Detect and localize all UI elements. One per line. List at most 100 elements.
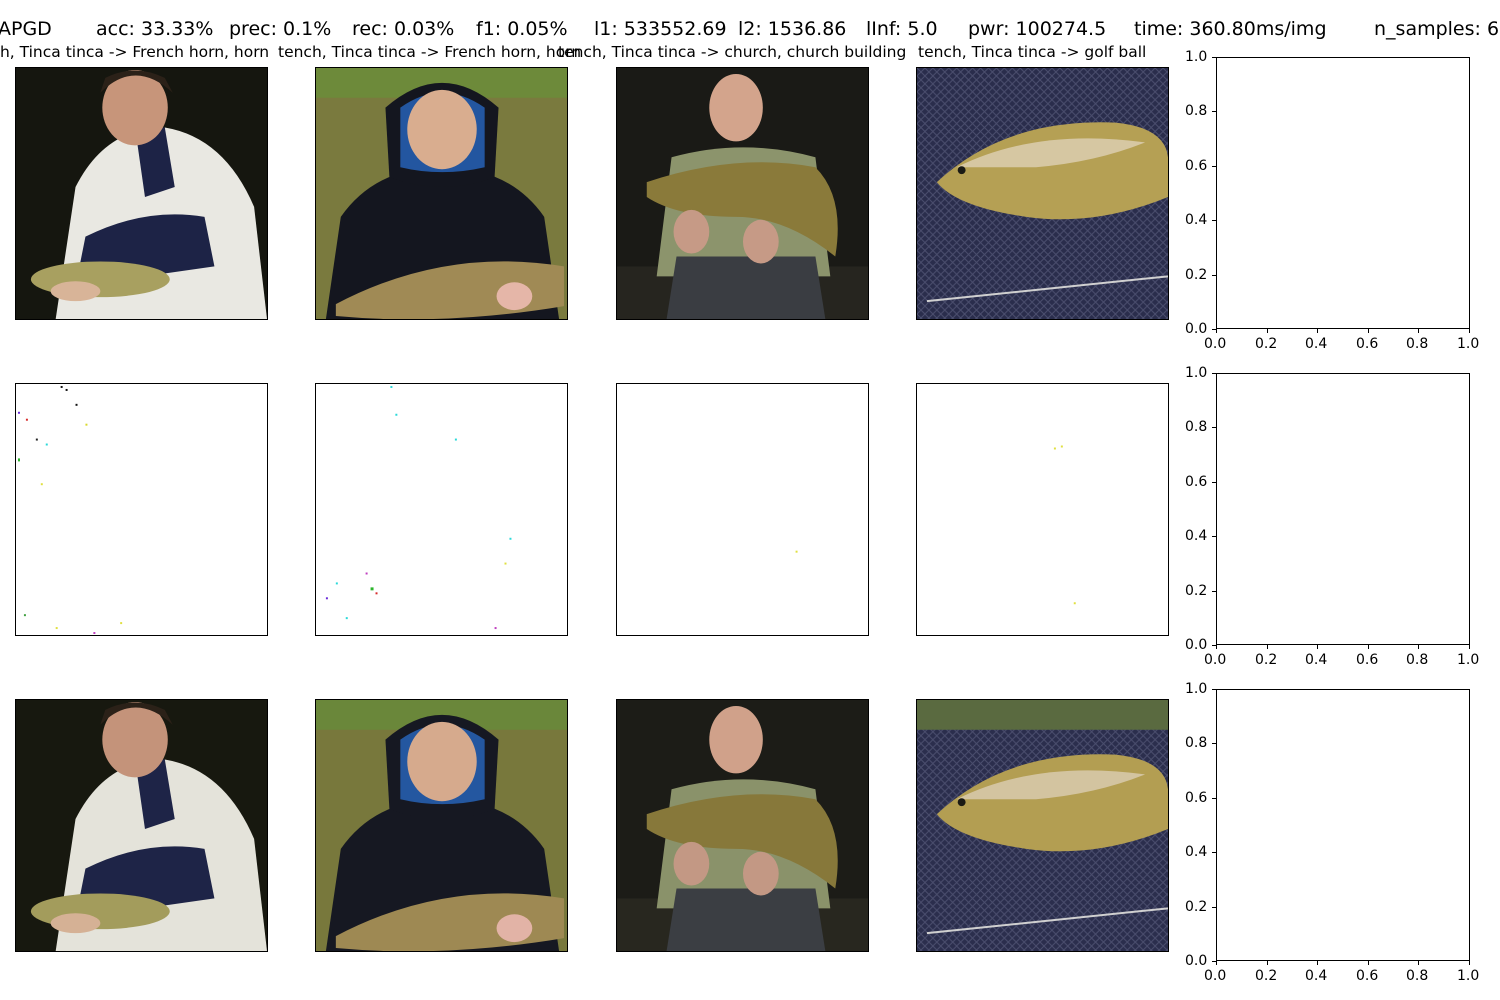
x-tick-mark bbox=[1317, 645, 1318, 649]
y-tick-label: 0.8 bbox=[1185, 419, 1208, 435]
empty-axes-2 bbox=[1216, 373, 1470, 645]
original-image-1 bbox=[15, 67, 268, 320]
y-tick-label: 0.4 bbox=[1185, 212, 1208, 228]
x-tick-label: 0.0 bbox=[1204, 652, 1227, 668]
y-tick-label: 0.2 bbox=[1185, 583, 1208, 599]
perturbation-map-4 bbox=[916, 383, 1169, 636]
accuracy-metric: acc: 33.33% bbox=[96, 18, 214, 40]
x-tick-label: 1.0 bbox=[1457, 968, 1480, 984]
y-tick-mark bbox=[1212, 743, 1216, 744]
x-tick-label: 0.2 bbox=[1255, 336, 1278, 352]
y-tick-label: 0.4 bbox=[1185, 528, 1208, 544]
x-tick-mark bbox=[1418, 961, 1419, 965]
x-tick-label: 0.8 bbox=[1406, 336, 1429, 352]
y-tick-mark bbox=[1212, 852, 1216, 853]
x-tick-label: 1.0 bbox=[1457, 336, 1480, 352]
y-tick-mark bbox=[1212, 373, 1216, 374]
y-tick-mark bbox=[1212, 482, 1216, 483]
x-tick-label: 0.4 bbox=[1305, 652, 1328, 668]
y-tick-mark bbox=[1212, 111, 1216, 112]
y-tick-label: 0.8 bbox=[1185, 735, 1208, 751]
y-tick-label: 0.0 bbox=[1185, 321, 1208, 337]
x-tick-mark bbox=[1368, 645, 1369, 649]
adversarial-image-2 bbox=[315, 699, 568, 952]
y-tick-label: 1.0 bbox=[1185, 49, 1208, 65]
l1-metric: l1: 533552.69 bbox=[594, 18, 727, 40]
x-tick-label: 0.4 bbox=[1305, 336, 1328, 352]
perturbation-map-2 bbox=[315, 383, 568, 636]
x-tick-mark bbox=[1368, 329, 1369, 333]
x-tick-label: 0.0 bbox=[1204, 968, 1227, 984]
y-tick-mark bbox=[1212, 220, 1216, 221]
y-tick-label: 0.6 bbox=[1185, 790, 1208, 806]
y-tick-label: 0.0 bbox=[1185, 953, 1208, 969]
method-label: APGD bbox=[0, 18, 52, 40]
perturbation-map-1 bbox=[15, 383, 268, 636]
y-tick-label: 0.6 bbox=[1185, 158, 1208, 174]
caption-3: tench, Tinca tinca -> church, church bui… bbox=[558, 43, 907, 61]
x-tick-label: 0.8 bbox=[1406, 968, 1429, 984]
x-tick-mark bbox=[1469, 329, 1470, 333]
samples-metric: n_samples: 6 bbox=[1374, 18, 1500, 40]
metrics-header: APGD acc: 33.33% prec: 0.1% rec: 0.03% f… bbox=[0, 15, 1500, 43]
x-tick-label: 0.6 bbox=[1356, 652, 1379, 668]
x-tick-label: 0.2 bbox=[1255, 968, 1278, 984]
y-tick-label: 0.8 bbox=[1185, 103, 1208, 119]
y-tick-mark bbox=[1212, 645, 1216, 646]
y-tick-label: 0.6 bbox=[1185, 474, 1208, 490]
y-tick-mark bbox=[1212, 961, 1216, 962]
y-tick-mark bbox=[1212, 166, 1216, 167]
y-tick-mark bbox=[1212, 907, 1216, 908]
adversarial-image-3 bbox=[616, 699, 869, 952]
y-tick-label: 1.0 bbox=[1185, 681, 1208, 697]
empty-axes-3 bbox=[1216, 689, 1470, 961]
x-tick-mark bbox=[1418, 329, 1419, 333]
y-tick-label: 0.2 bbox=[1185, 267, 1208, 283]
y-tick-mark bbox=[1212, 591, 1216, 592]
time-metric: time: 360.80ms/img bbox=[1134, 18, 1327, 40]
adversarial-image-4 bbox=[916, 699, 1169, 952]
original-image-3 bbox=[616, 67, 869, 320]
recall-metric: rec: 0.03% bbox=[352, 18, 455, 40]
y-tick-mark bbox=[1212, 427, 1216, 428]
x-tick-mark bbox=[1267, 961, 1268, 965]
f1-metric: f1: 0.05% bbox=[476, 18, 568, 40]
x-tick-label: 1.0 bbox=[1457, 652, 1480, 668]
x-tick-label: 0.4 bbox=[1305, 968, 1328, 984]
original-image-4 bbox=[916, 67, 1169, 320]
x-tick-mark bbox=[1267, 645, 1268, 649]
y-tick-mark bbox=[1212, 329, 1216, 330]
x-tick-label: 0.6 bbox=[1356, 336, 1379, 352]
y-tick-mark bbox=[1212, 689, 1216, 690]
caption-1: tench, Tinca tinca -> French horn, horn bbox=[0, 43, 270, 61]
perturbation-map-3 bbox=[616, 383, 869, 636]
caption-4: tench, Tinca tinca -> golf ball bbox=[918, 43, 1147, 61]
x-tick-mark bbox=[1469, 645, 1470, 649]
y-tick-mark bbox=[1212, 275, 1216, 276]
x-tick-mark bbox=[1368, 961, 1369, 965]
caption-2: tench, Tinca tinca -> French horn, horn bbox=[278, 43, 582, 61]
adversarial-image-1 bbox=[15, 699, 268, 952]
precision-metric: prec: 0.1% bbox=[229, 18, 332, 40]
y-tick-label: 0.4 bbox=[1185, 844, 1208, 860]
y-tick-mark bbox=[1212, 798, 1216, 799]
original-image-2 bbox=[315, 67, 568, 320]
x-tick-label: 0.0 bbox=[1204, 336, 1227, 352]
power-metric: pwr: 100274.5 bbox=[968, 18, 1107, 40]
y-tick-label: 0.2 bbox=[1185, 899, 1208, 915]
x-tick-mark bbox=[1469, 961, 1470, 965]
x-tick-label: 0.6 bbox=[1356, 968, 1379, 984]
x-tick-label: 0.2 bbox=[1255, 652, 1278, 668]
empty-axes-1 bbox=[1216, 57, 1470, 329]
y-tick-mark bbox=[1212, 57, 1216, 58]
l2-metric: l2: 1536.86 bbox=[738, 18, 847, 40]
x-tick-mark bbox=[1216, 329, 1217, 333]
x-tick-mark bbox=[1267, 329, 1268, 333]
x-tick-mark bbox=[1418, 645, 1419, 649]
x-tick-mark bbox=[1216, 645, 1217, 649]
x-tick-mark bbox=[1317, 961, 1318, 965]
x-tick-label: 0.8 bbox=[1406, 652, 1429, 668]
y-tick-mark bbox=[1212, 536, 1216, 537]
y-tick-label: 0.0 bbox=[1185, 637, 1208, 653]
y-tick-label: 1.0 bbox=[1185, 365, 1208, 381]
